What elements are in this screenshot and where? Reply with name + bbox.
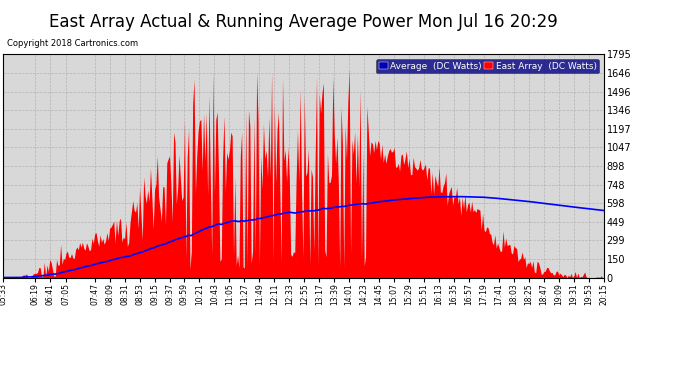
Text: Copyright 2018 Cartronics.com: Copyright 2018 Cartronics.com — [7, 39, 138, 48]
Text: East Array Actual & Running Average Power Mon Jul 16 20:29: East Array Actual & Running Average Powe… — [49, 13, 558, 31]
Legend: Average  (DC Watts), East Array  (DC Watts): Average (DC Watts), East Array (DC Watts… — [376, 59, 599, 73]
